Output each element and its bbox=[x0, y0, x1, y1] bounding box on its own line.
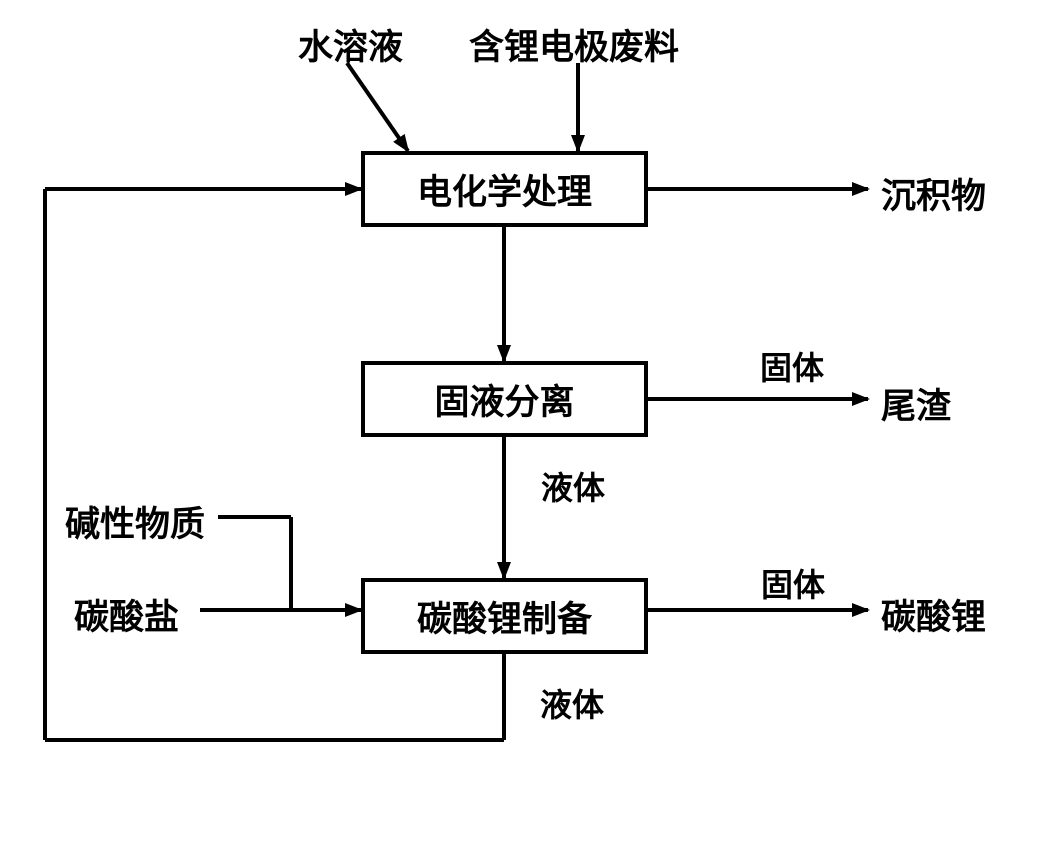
label-lithium-waste: 含锂电极废料 bbox=[469, 19, 679, 70]
label-solid-top: 固体 bbox=[760, 343, 824, 389]
label-sediment: 沉积物 bbox=[881, 168, 986, 219]
label-tailings: 尾渣 bbox=[881, 378, 951, 429]
label-carbonate: 碳酸盐 bbox=[74, 589, 179, 640]
arrow-aqueous-to-b1 bbox=[347, 63, 408, 151]
box-lithium-carbonate-prep: 碳酸锂制备 bbox=[361, 578, 648, 654]
label-liquid-mid: 液体 bbox=[541, 463, 605, 509]
flowchart-canvas: 电化学处理 固液分离 碳酸锂制备 水溶液 含锂电极废料 沉积物 固体 尾渣 液体… bbox=[0, 0, 1062, 843]
label-liquid-bot: 液体 bbox=[540, 680, 604, 726]
label-aqueous-solution: 水溶液 bbox=[298, 19, 403, 70]
box-label: 碳酸锂制备 bbox=[417, 591, 592, 642]
label-solid-bot: 固体 bbox=[761, 560, 825, 606]
label-lithium-carbonate: 碳酸锂 bbox=[881, 589, 986, 640]
box-solid-liquid-separation: 固液分离 bbox=[361, 361, 648, 437]
box-label: 电化学处理 bbox=[417, 164, 592, 215]
box-electrochemical-treatment: 电化学处理 bbox=[361, 151, 648, 227]
box-label: 固液分离 bbox=[434, 374, 574, 425]
label-alkaline-substance: 碱性物质 bbox=[65, 496, 205, 547]
